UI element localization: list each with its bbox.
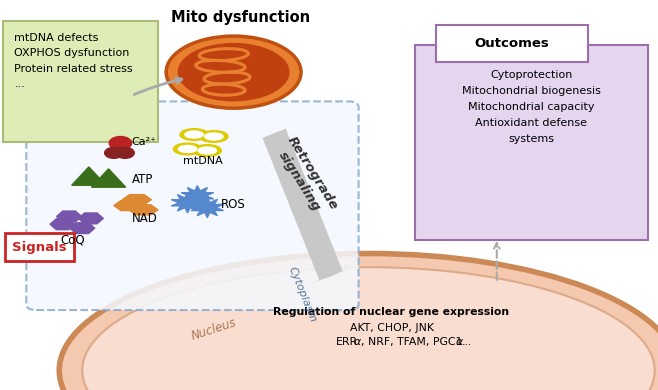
Ellipse shape [178, 43, 290, 101]
Text: , NRF, TFAM, PGC1: , NRF, TFAM, PGC1 [361, 337, 462, 347]
Text: Ca²⁺: Ca²⁺ [132, 137, 157, 147]
Polygon shape [114, 200, 143, 211]
Polygon shape [70, 223, 95, 234]
Ellipse shape [178, 145, 197, 152]
Text: ATP: ATP [132, 173, 153, 186]
Ellipse shape [198, 147, 216, 154]
Text: ...: ... [462, 337, 472, 347]
FancyBboxPatch shape [5, 233, 74, 261]
FancyBboxPatch shape [436, 25, 588, 62]
Text: Cytoplasm: Cytoplasm [287, 265, 318, 324]
Ellipse shape [59, 254, 658, 390]
Circle shape [109, 136, 132, 150]
Text: Regulation of nuclear gene expression: Regulation of nuclear gene expression [274, 307, 509, 317]
Text: NAD: NAD [132, 212, 157, 225]
Polygon shape [122, 195, 151, 205]
Polygon shape [191, 197, 224, 218]
Polygon shape [57, 211, 82, 222]
Polygon shape [91, 169, 126, 187]
Circle shape [116, 147, 134, 158]
Polygon shape [171, 193, 204, 213]
Ellipse shape [185, 131, 203, 138]
Ellipse shape [199, 131, 228, 142]
Text: Mito dysfunction: Mito dysfunction [170, 10, 310, 25]
Ellipse shape [82, 267, 655, 390]
Polygon shape [72, 167, 106, 185]
Polygon shape [129, 205, 158, 215]
Text: α: α [456, 337, 463, 347]
Circle shape [105, 147, 123, 158]
Ellipse shape [205, 133, 223, 140]
Text: ERR: ERR [336, 337, 358, 347]
FancyBboxPatch shape [415, 45, 648, 240]
Text: CoQ: CoQ [61, 233, 85, 246]
Polygon shape [78, 213, 103, 224]
Text: Cytoprotection
Mitochondrial biogenesis
Mitochondrial capacity
Antioxidant defen: Cytoprotection Mitochondrial biogenesis … [462, 70, 601, 144]
Polygon shape [181, 186, 214, 206]
FancyBboxPatch shape [26, 101, 359, 310]
Text: Nucleus: Nucleus [190, 316, 238, 343]
Ellipse shape [193, 145, 221, 156]
Text: mtDNA: mtDNA [183, 156, 222, 166]
Text: Signals: Signals [12, 241, 66, 254]
Text: α: α [353, 337, 361, 347]
Text: ROS: ROS [220, 198, 245, 211]
Text: Outcomes: Outcomes [474, 37, 549, 50]
Text: AKT, CHOP, JNK: AKT, CHOP, JNK [349, 323, 434, 333]
Ellipse shape [173, 143, 201, 155]
Polygon shape [50, 219, 75, 230]
FancyBboxPatch shape [3, 21, 158, 142]
Ellipse shape [166, 36, 301, 108]
Ellipse shape [180, 129, 208, 140]
Text: Retrograde
signaling: Retrograde signaling [272, 135, 340, 220]
Text: mtDNA defects
OXPHOS dysfunction
Protein related stress
...: mtDNA defects OXPHOS dysfunction Protein… [14, 33, 133, 89]
